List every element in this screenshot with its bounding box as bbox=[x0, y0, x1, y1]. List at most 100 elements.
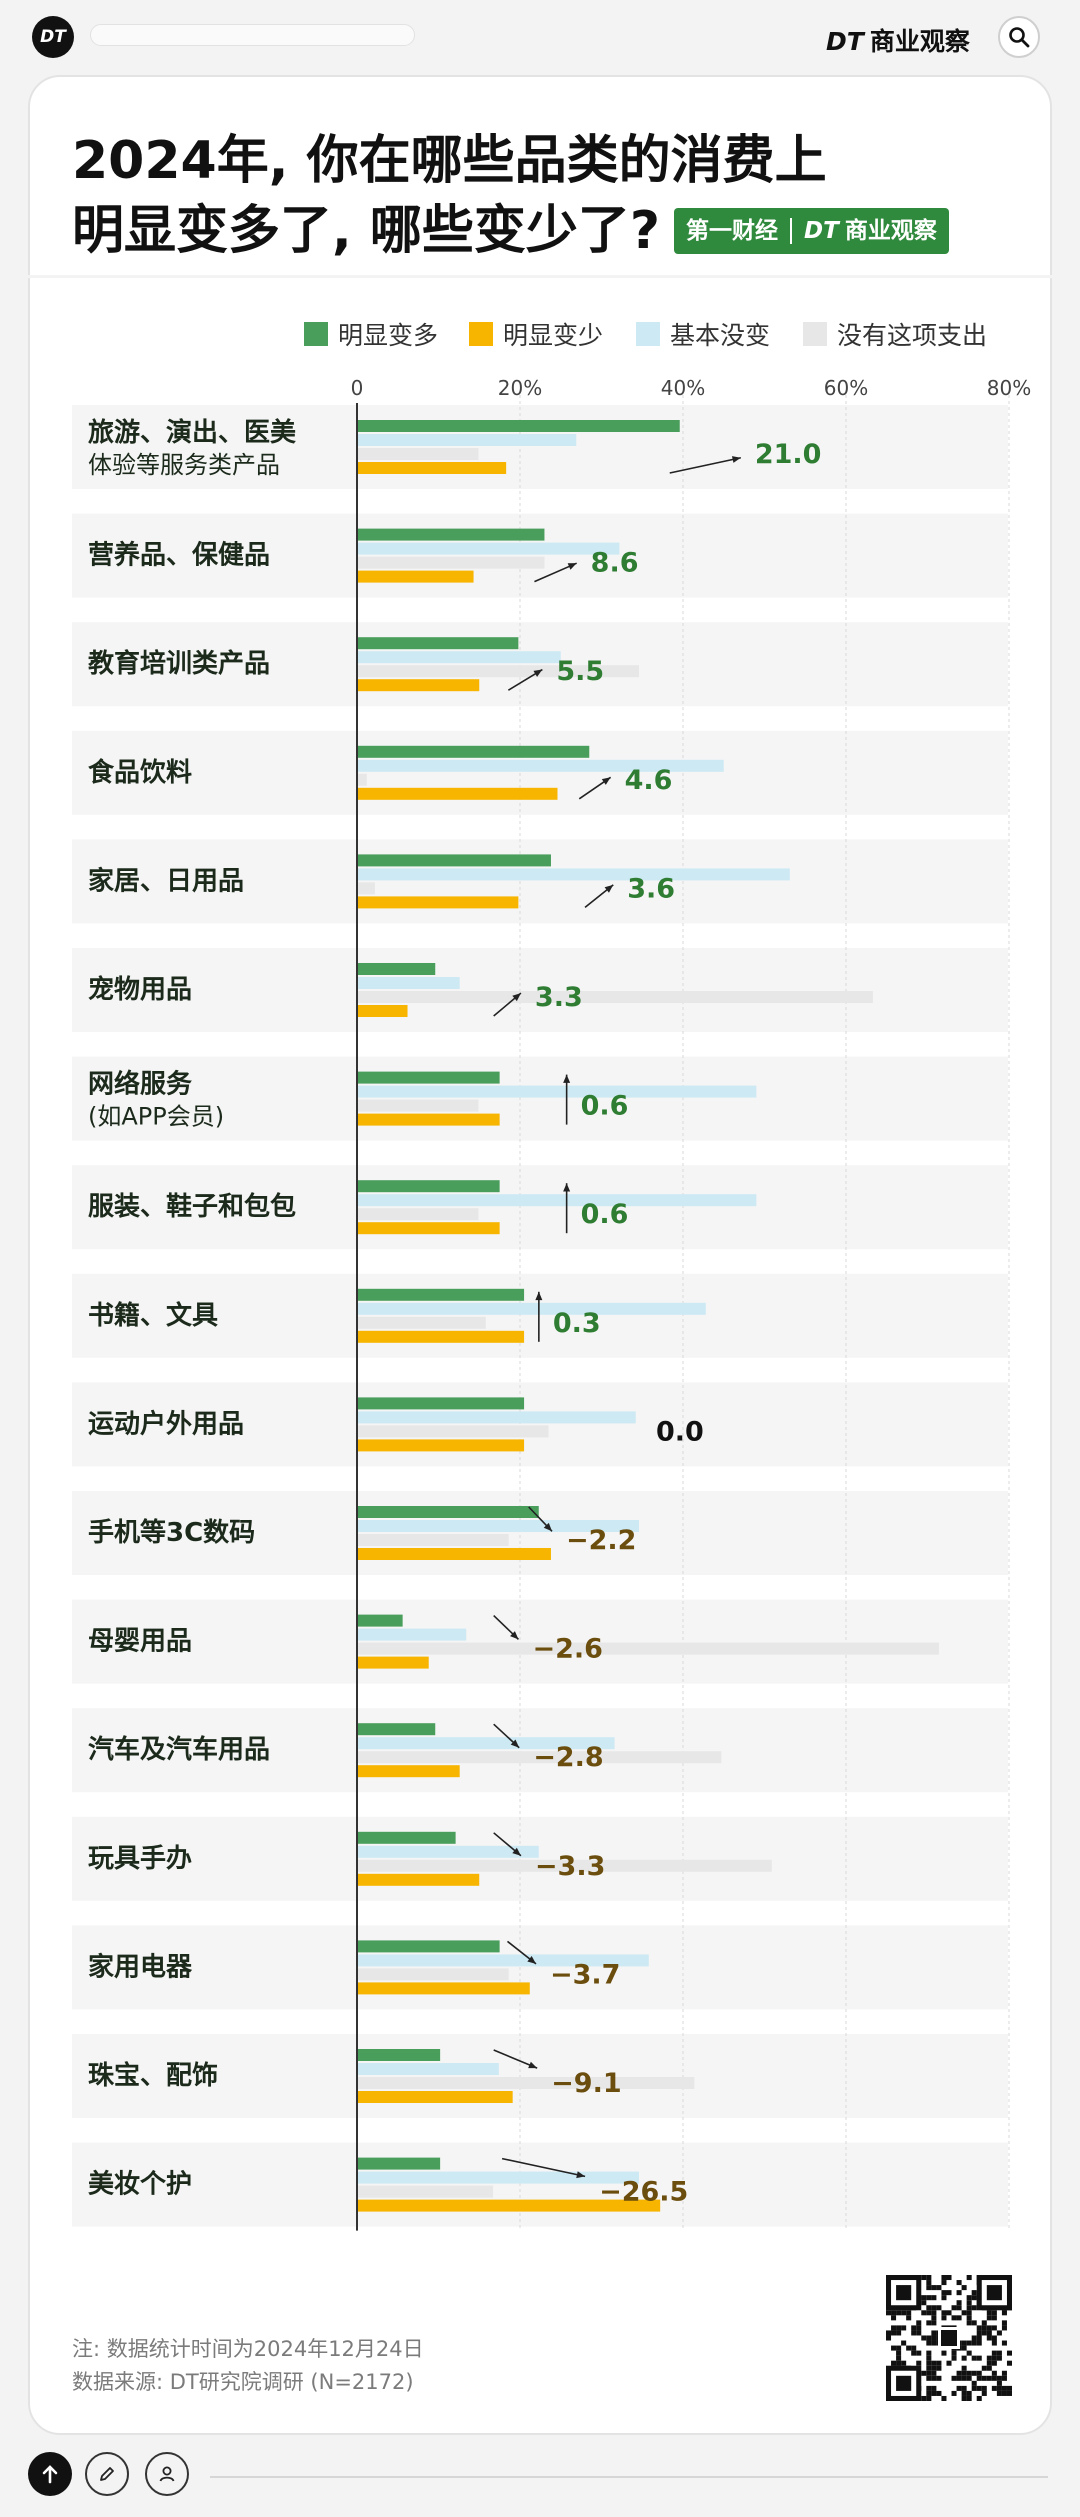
qr-module bbox=[976, 2370, 982, 2376]
qr-code[interactable] bbox=[886, 2275, 1012, 2401]
scroll-top-button[interactable] bbox=[28, 2452, 72, 2496]
qr-module bbox=[916, 2330, 922, 2336]
search-icon bbox=[1009, 27, 1030, 48]
qr-module bbox=[966, 2295, 972, 2301]
qr-module bbox=[896, 2330, 902, 2336]
qr-module bbox=[931, 2390, 937, 2396]
qr-module bbox=[886, 2310, 892, 2316]
qr-module bbox=[991, 2335, 997, 2341]
qr-module bbox=[991, 2325, 997, 2331]
qr-module bbox=[926, 2340, 932, 2346]
qr-module bbox=[951, 2355, 957, 2361]
qr-module bbox=[931, 2370, 937, 2376]
qr-finder bbox=[896, 2285, 912, 2301]
qr-module bbox=[926, 2310, 932, 2316]
qr-module bbox=[901, 2310, 907, 2316]
qr-module bbox=[966, 2300, 972, 2306]
qr-module bbox=[961, 2375, 967, 2381]
top-brand: DT 商业观察 bbox=[826, 22, 970, 58]
legend-item-more: 明显变多 bbox=[304, 316, 438, 352]
qr-module bbox=[1001, 2375, 1007, 2381]
qr-module bbox=[1001, 2340, 1007, 2346]
qr-module bbox=[1001, 2370, 1007, 2376]
qr-module bbox=[926, 2355, 932, 2361]
qr-module bbox=[991, 2360, 997, 2366]
qr-module bbox=[966, 2370, 972, 2376]
qr-module bbox=[986, 2310, 992, 2316]
qr-module bbox=[1006, 2360, 1012, 2366]
qr-module bbox=[926, 2390, 932, 2396]
qr-module bbox=[906, 2345, 912, 2351]
qr-module bbox=[896, 2360, 902, 2366]
qr-module bbox=[966, 2390, 972, 2396]
qr-module bbox=[951, 2390, 957, 2396]
qr-module bbox=[896, 2325, 902, 2331]
qr-module bbox=[931, 2330, 937, 2336]
qr-module bbox=[931, 2365, 937, 2371]
qr-finder bbox=[986, 2285, 1002, 2301]
qr-module bbox=[971, 2370, 977, 2376]
qr-module bbox=[966, 2305, 972, 2311]
qr-module bbox=[971, 2385, 977, 2391]
qr-module bbox=[996, 2355, 1002, 2361]
qr-module bbox=[1001, 2385, 1007, 2391]
logo-divider bbox=[790, 218, 793, 244]
qr-module bbox=[936, 2375, 942, 2381]
qr-module bbox=[981, 2330, 987, 2336]
bottom-divider bbox=[210, 2476, 1048, 2478]
qr-module bbox=[971, 2295, 977, 2301]
qr-module bbox=[971, 2320, 977, 2326]
qr-module bbox=[981, 2390, 987, 2396]
qr-module bbox=[976, 2385, 982, 2391]
qr-module bbox=[991, 2370, 997, 2376]
title-line-2: 明显变多了, 哪些变少了? bbox=[72, 201, 661, 261]
qr-module bbox=[936, 2390, 942, 2396]
profile-button[interactable] bbox=[145, 2452, 189, 2496]
qr-module bbox=[891, 2310, 897, 2316]
logo-right-mark: DT bbox=[804, 218, 839, 244]
qr-module bbox=[951, 2375, 957, 2381]
qr-module bbox=[996, 2350, 1002, 2356]
qr-module bbox=[976, 2330, 982, 2336]
qr-module bbox=[926, 2395, 932, 2401]
top-url-pill[interactable] bbox=[90, 24, 415, 46]
qr-module bbox=[921, 2295, 927, 2301]
footer-source: 数据来源: DT研究院调研 (N=2172) bbox=[72, 2370, 414, 2394]
qr-module bbox=[976, 2325, 982, 2331]
qr-module bbox=[931, 2295, 937, 2301]
qr-module bbox=[961, 2310, 967, 2316]
qr-module bbox=[996, 2375, 1002, 2381]
qr-module bbox=[941, 2310, 947, 2316]
legend-item-none: 没有这项支出 bbox=[803, 316, 987, 352]
qr-module bbox=[986, 2315, 992, 2321]
edit-button[interactable] bbox=[85, 2452, 129, 2496]
dt-avatar-badge[interactable]: DT bbox=[32, 16, 74, 58]
chart-legend: 明显变多 明显变少 基本没变 没有这项支出 bbox=[0, 316, 1080, 350]
qr-module bbox=[926, 2375, 932, 2381]
qr-module bbox=[891, 2330, 897, 2336]
qr-module bbox=[956, 2280, 962, 2286]
qr-module bbox=[891, 2345, 897, 2351]
qr-module bbox=[941, 2275, 947, 2281]
qr-module bbox=[971, 2380, 977, 2386]
qr-module bbox=[971, 2335, 977, 2341]
title-line-1: 2024年, 你在哪些品类的消费上 bbox=[72, 131, 827, 191]
pencil-icon bbox=[100, 2467, 114, 2481]
qr-module bbox=[971, 2305, 977, 2311]
qr-module bbox=[971, 2290, 977, 2296]
qr-module bbox=[976, 2375, 982, 2381]
qr-module bbox=[961, 2370, 967, 2376]
chart-title: 2024年, 你在哪些品类的消费上 明显变多了, 哪些变少了? 第一财经 DT … bbox=[72, 126, 949, 266]
qr-module bbox=[981, 2325, 987, 2331]
qr-module bbox=[981, 2385, 987, 2391]
qr-module bbox=[951, 2315, 957, 2321]
qr-module bbox=[981, 2365, 987, 2371]
qr-module bbox=[886, 2330, 892, 2336]
qr-module bbox=[901, 2340, 907, 2346]
search-button[interactable] bbox=[998, 16, 1040, 58]
qr-module bbox=[931, 2385, 937, 2391]
qr-module bbox=[926, 2335, 932, 2341]
qr-module bbox=[941, 2295, 947, 2301]
arrow-up-icon bbox=[42, 2465, 58, 2484]
qr-module bbox=[891, 2360, 897, 2366]
